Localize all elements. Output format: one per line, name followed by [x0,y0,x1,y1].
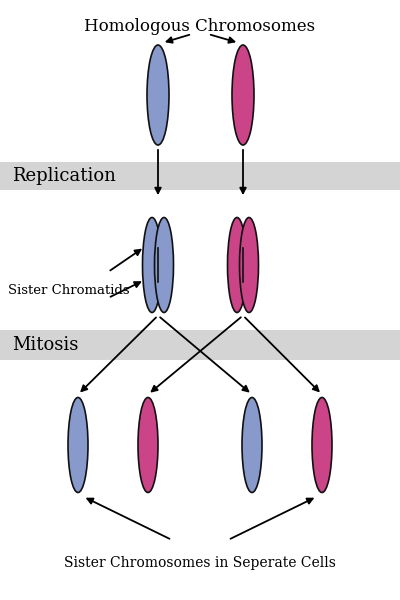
Ellipse shape [147,45,169,145]
Ellipse shape [228,217,246,313]
Text: Replication: Replication [12,167,116,185]
Ellipse shape [142,217,162,313]
Ellipse shape [242,397,262,493]
Bar [0,330,400,360]
Ellipse shape [138,397,158,493]
Ellipse shape [154,217,174,313]
Text: Mitosis: Mitosis [12,336,78,354]
Ellipse shape [232,45,254,145]
Text: Sister Chromatids: Sister Chromatids [8,283,130,296]
Bar [0,162,400,190]
Text: Sister Chromosomes in Seperate Cells: Sister Chromosomes in Seperate Cells [64,556,336,570]
Ellipse shape [312,397,332,493]
Ellipse shape [240,217,258,313]
Text: Homologous Chromosomes: Homologous Chromosomes [84,18,316,35]
Ellipse shape [68,397,88,493]
